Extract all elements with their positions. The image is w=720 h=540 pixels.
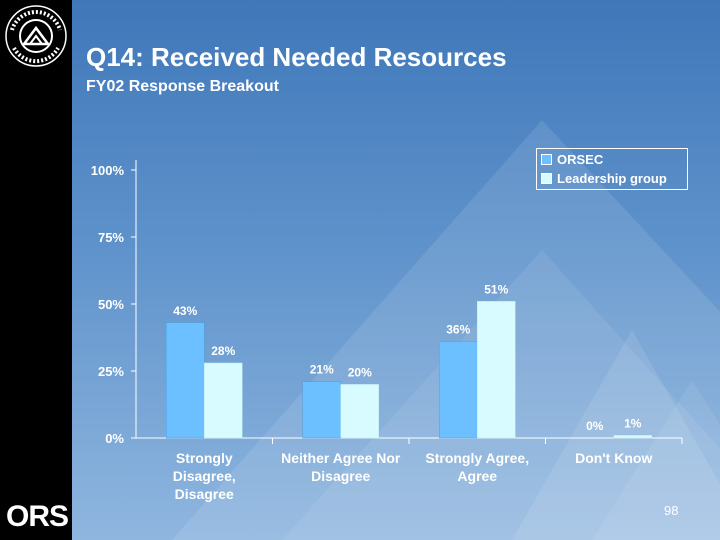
legend-swatch-leadership (541, 173, 552, 184)
data-label: 20% (348, 365, 372, 379)
ors-logo: ORS (6, 500, 69, 533)
data-label: 36% (446, 323, 470, 337)
legend-label-orsec: ORSEC (557, 152, 604, 167)
bar (204, 362, 243, 439)
data-label: 1% (624, 416, 642, 430)
data-label: 21% (310, 363, 334, 377)
sidebar: ORS (0, 0, 72, 540)
data-label: 51% (484, 282, 508, 296)
chart-legend: ORSEC Leadership group (536, 148, 688, 190)
page-number: 98 (664, 503, 679, 518)
bar (302, 381, 341, 439)
bar (477, 301, 516, 439)
x-tick-label: Don't Know (575, 450, 652, 466)
x-tick-label: Strongly Agree, Agree (425, 450, 529, 484)
data-label: 28% (211, 344, 235, 358)
bar (340, 384, 379, 439)
legend-swatch-orsec (541, 154, 552, 165)
data-label: 0% (586, 419, 604, 433)
bar (613, 435, 652, 439)
y-tick-label: 50% (98, 297, 124, 312)
data-label: 43% (173, 304, 197, 318)
nih-seal-icon (5, 5, 67, 67)
x-tick-label: Strongly Disagree, Disagree (173, 450, 236, 502)
slide-title: Q14: Received Needed Resources (86, 42, 507, 72)
bar (166, 322, 205, 439)
slide-subtitle: FY02 Response Breakout (86, 78, 279, 95)
legend-label-leadership: Leadership group (557, 171, 667, 186)
legend-item-orsec: ORSEC (541, 152, 603, 167)
y-tick-label: 0% (105, 431, 124, 446)
legend-item-leadership: Leadership group (541, 171, 667, 186)
y-tick-label: 100% (91, 163, 125, 178)
bar-chart: 0% 25% 50% 75% 100% 43% 21% 36% 0% 28% 20% 51% 1% Str… (91, 160, 683, 502)
bar (439, 341, 478, 439)
y-tick-label: 25% (98, 364, 124, 379)
y-tick-label: 75% (98, 230, 124, 245)
x-tick-label: Neither Agree Nor Disagree (281, 450, 401, 484)
